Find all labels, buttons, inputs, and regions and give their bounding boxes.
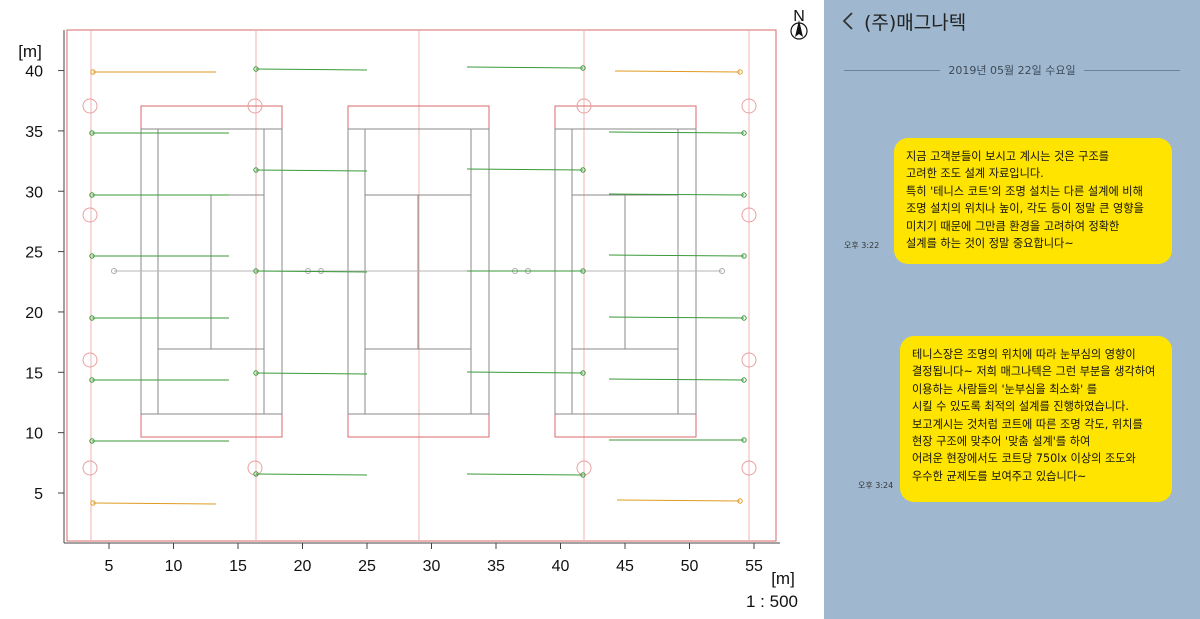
scale-label: 1 : 500 bbox=[746, 592, 798, 611]
y-tick-label: 30 bbox=[25, 184, 43, 201]
message-line: 보고계시는 것처럼 코트에 따른 조명 각도, 위치를 bbox=[912, 417, 1143, 431]
chat-header: (주)매그나텍 bbox=[824, 0, 1200, 42]
x-tick-label: 55 bbox=[745, 558, 763, 575]
message-bubble[interactable]: 테니스장은 조명의 위치에 따라 눈부심의 영향이 결정됩니다~ 저희 매그나텍… bbox=[900, 336, 1172, 502]
y-tick-label: 10 bbox=[25, 426, 43, 443]
x-axis-ticks: 5 10 15 20 25 30 35 40 45 50 55 bbox=[105, 543, 763, 575]
x-tick-label: 35 bbox=[487, 558, 505, 575]
x-tick-label: 25 bbox=[358, 558, 376, 575]
x-tick-label: 30 bbox=[423, 558, 441, 575]
y-axis-unit: [m] bbox=[18, 42, 42, 61]
court-lighting-plan: 5 10 15 20 25 30 35 40 5 10 15 20 25 30 35 40 45 50 55 [m… bbox=[18, 8, 808, 611]
message-line: 우수한 균제도를 보여주고 있습니다~ bbox=[912, 469, 1087, 483]
message-time: 오후 3:22 bbox=[844, 241, 880, 250]
message-line: 현장 구조에 맞추어 '맞춤 설계'를 하여 bbox=[912, 435, 1091, 449]
x-tick-label: 20 bbox=[294, 558, 312, 575]
north-label: N bbox=[793, 8, 805, 25]
pole-markers bbox=[82, 98, 757, 476]
x-tick-label: 5 bbox=[105, 558, 114, 575]
chat-title: (주)매그나텍 bbox=[864, 11, 967, 34]
message-line: 특히 '테니스 코트'의 조명 설치는 다른 설계에 비해 bbox=[906, 184, 1143, 198]
message-line: 이용하는 사람들의 '눈부심을 최소화' 를 bbox=[912, 382, 1098, 396]
message-line: 조명 설치의 위치나 높이, 각도 등이 정말 큰 영향을 bbox=[906, 202, 1144, 216]
x-tick-label: 50 bbox=[681, 558, 699, 575]
x-tick-label: 45 bbox=[616, 558, 634, 575]
x-axis-unit: [m] bbox=[771, 569, 795, 588]
y-tick-label: 20 bbox=[25, 305, 43, 322]
message-line: 시킬 수 있도록 최적의 설계를 진행하였습니다. bbox=[912, 400, 1129, 414]
message-bubble[interactable]: 지금 고객분들이 보시고 계시는 것은 구조를 고려한 조도 설계 자료입니다.… bbox=[894, 138, 1172, 264]
net-post bbox=[318, 268, 324, 274]
message-line: 테니스장은 조명의 위치에 따라 눈부심의 영향이 bbox=[912, 348, 1136, 361]
north-arrow-icon: N bbox=[790, 8, 808, 40]
x-tick-label: 40 bbox=[552, 558, 570, 575]
x-tick-label: 15 bbox=[229, 558, 247, 575]
x-tick-label: 10 bbox=[165, 558, 183, 575]
date-label: 2019년 05월 22일 수요일 bbox=[948, 64, 1076, 77]
orange-light-fixtures bbox=[90, 69, 743, 506]
green-light-fixtures bbox=[89, 65, 747, 478]
y-tick-label: 35 bbox=[25, 124, 43, 141]
date-divider: 2019년 05월 22일 수요일 bbox=[844, 60, 1181, 80]
y-tick-label: 25 bbox=[25, 245, 43, 262]
message-line: 결정됩니다~ 저희 매그나텍은 그런 부분을 생각하여 bbox=[912, 365, 1156, 379]
chat-panel: (주)매그나텍 2019년 05월 22일 수요일 오후 3:22 지금 고객분… bbox=[824, 0, 1200, 619]
message-line: 고려한 조도 설계 자료입니다. bbox=[906, 167, 1044, 181]
lighting-plan-panel: 5 10 15 20 25 30 35 40 5 10 15 20 25 30 35 40 45 50 55 [m… bbox=[18, 8, 808, 611]
message-line: 설계를 하는 것이 정말 중요합니다~ bbox=[906, 237, 1074, 251]
site-boundary bbox=[66, 29, 777, 542]
y-tick-label: 40 bbox=[25, 64, 43, 81]
message-line: 미치기 때문에 그만큼 환경을 고려하여 정확한 bbox=[906, 219, 1120, 233]
back-chevron-icon[interactable] bbox=[836, 9, 860, 33]
net-post bbox=[719, 268, 725, 274]
y-tick-label: 5 bbox=[34, 486, 43, 503]
message-line: 어려운 현장에서도 코트당 750lx 이상의 조도와 bbox=[912, 452, 1136, 466]
message-time: 오후 3:24 bbox=[858, 481, 894, 490]
y-tick-label: 15 bbox=[25, 365, 43, 382]
y-axis-ticks: 5 10 15 20 25 30 35 40 bbox=[25, 64, 64, 503]
message-line: 지금 고객분들이 보시고 계시는 것은 구조를 bbox=[906, 150, 1110, 163]
net-post bbox=[111, 268, 117, 274]
